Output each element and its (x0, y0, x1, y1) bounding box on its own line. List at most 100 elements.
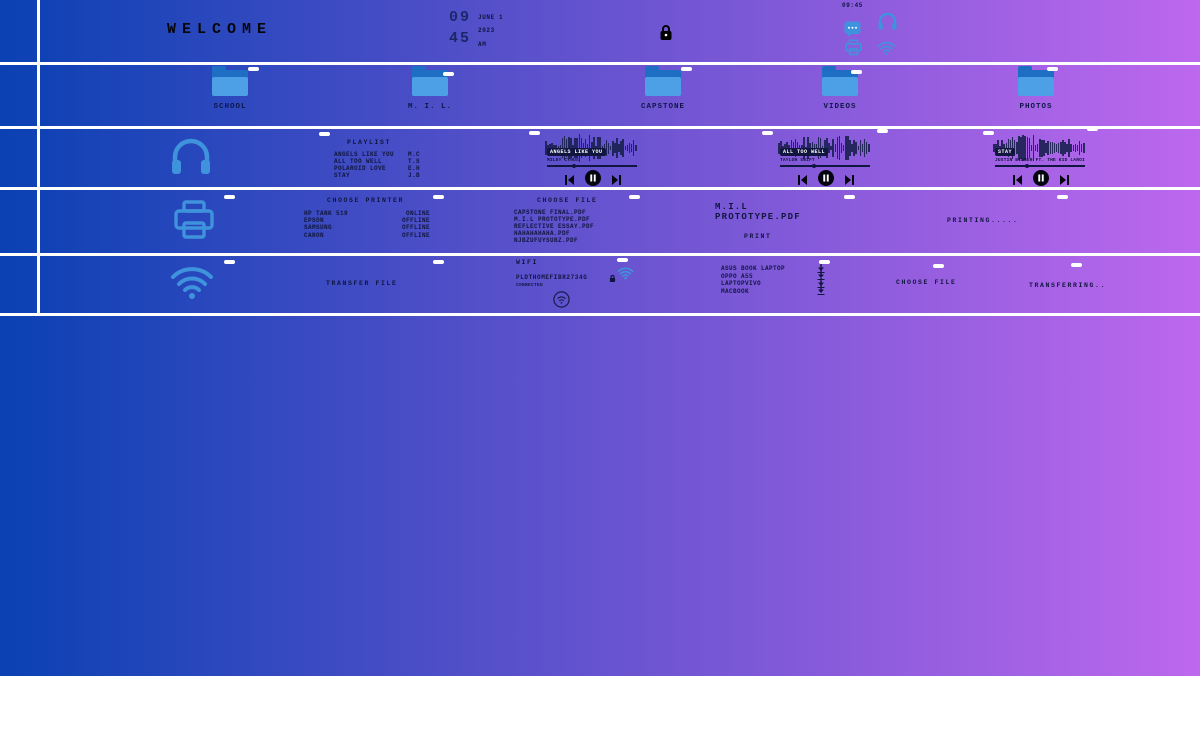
printer-tray-icon[interactable] (844, 39, 863, 61)
pill-marker (529, 131, 540, 135)
transfer-choose-file-button[interactable]: CHOOSE FILE (896, 279, 957, 286)
pause-icon[interactable] (818, 170, 834, 191)
pill-marker (877, 129, 888, 133)
song-artist: J.B (407, 172, 420, 179)
pill-marker (681, 67, 692, 71)
secured-lock-icon (609, 270, 616, 288)
welcome-text: WELCOME (167, 21, 273, 38)
next-track-icon[interactable] (845, 172, 854, 190)
folder-capstone[interactable]: CAPSTONE (618, 66, 708, 111)
pill-marker (851, 70, 862, 74)
now-playing-artist: JUSTIN BIEBER FT. THE KID LAROI (995, 158, 1085, 163)
pill-marker (1047, 67, 1058, 71)
playlist-item[interactable]: POLAROID LOVE E.H (334, 165, 420, 172)
previous-track-icon[interactable] (1013, 172, 1022, 190)
printer-list-item[interactable]: CANON OFFLINE (304, 232, 430, 239)
selected-file-line1: M.I.L (715, 202, 749, 212)
pill-marker (819, 260, 830, 264)
now-playing-artist: TAYLOR SWIFT (780, 158, 815, 163)
device-list-item[interactable]: OPPO A55 (721, 270, 825, 281)
printer-list-item[interactable]: SAMSUNG OFFLINE (304, 224, 430, 231)
song-artist: M.C (407, 151, 420, 158)
print-file-list: CAPSTONE FINAL.PDF M.I.L PROTOTYPE.PDF R… (514, 209, 595, 245)
pill-marker (224, 195, 235, 199)
clock-date-line1: JUNE 1 (478, 14, 504, 21)
choose-printer-title: CHOOSE PRINTER (327, 197, 405, 204)
pill-marker (933, 264, 944, 268)
pill-marker (629, 195, 640, 199)
folder-photos[interactable]: PHOTOS (991, 66, 1081, 111)
pause-icon[interactable] (1033, 170, 1049, 191)
clock-hour: 09 (449, 9, 472, 26)
folder-icon (212, 66, 248, 96)
now-playing-title: STAY (995, 148, 1016, 156)
progress-bar[interactable] (780, 163, 870, 168)
chat-icon[interactable] (844, 21, 861, 42)
file-list-item[interactable]: NJBZUFUYSUBZ.PDF (514, 236, 579, 244)
next-track-icon[interactable] (612, 172, 621, 190)
row-divider (0, 62, 1200, 65)
previous-track-icon[interactable] (798, 172, 807, 190)
folder-mil[interactable]: M. I. L. (385, 66, 475, 111)
headphones-tray-icon[interactable] (877, 12, 898, 36)
file-list-item[interactable]: REFLECTIVE ESSAY.PDF (514, 222, 595, 230)
previous-track-icon[interactable] (565, 172, 574, 190)
device-name: ASUS BOOK LAPTOP (721, 265, 786, 272)
folder-videos[interactable]: VIDEOS (795, 66, 885, 111)
file-list-item[interactable]: M.I.L PROTOTYPE.PDF (514, 215, 591, 223)
selected-file-line2: PROTOTYPE.PDF (715, 212, 801, 222)
music-player: STAY JUSTIN BIEBER FT. THE KID LAROI (993, 131, 1089, 187)
progress-handle[interactable] (572, 163, 576, 168)
progress-handle[interactable] (812, 163, 817, 168)
song-title: ANGELS LIKE YOU (334, 151, 395, 158)
pill-marker (443, 72, 454, 76)
device-list-item[interactable]: LAPTOPVIVO (721, 277, 825, 288)
pause-icon[interactable] (585, 170, 601, 191)
song-title: POLAROID LOVE (334, 165, 387, 172)
folder-label: SCHOOL (213, 103, 247, 111)
next-track-icon[interactable] (1060, 172, 1069, 190)
wifi-section-title: WIFI (516, 259, 539, 266)
lock-icon[interactable] (659, 23, 673, 47)
file-list-item[interactable]: CAPSTONE FINAL.PDF (514, 209, 587, 216)
device-name: OPPO A55 (721, 272, 754, 280)
pill-marker (1087, 127, 1098, 131)
row-divider (0, 126, 1200, 129)
printer-status: OFFLINE (401, 231, 430, 239)
printer-status: OFFLINE (401, 217, 430, 225)
device-list-item[interactable]: ASUS BOOK LAPTOP (721, 262, 825, 273)
print-button[interactable]: PRINT (744, 233, 772, 240)
pill-marker (762, 131, 773, 135)
playlist-item[interactable]: ANGELS LIKE YOU M.C (334, 151, 420, 158)
device-list-item[interactable]: MACBOOK (721, 285, 825, 298)
progress-bar[interactable] (547, 163, 637, 168)
printer-name: SAMSUNG (304, 224, 333, 232)
printer-icon (171, 199, 217, 246)
pill-marker (319, 132, 330, 136)
playlist-item[interactable]: ALL TOO WELL T.S (334, 158, 420, 165)
progress-bar[interactable] (995, 163, 1085, 168)
progress-handle[interactable] (1024, 163, 1029, 168)
device-name: MACBOOK (721, 287, 750, 295)
song-artist: E.H (407, 165, 420, 172)
wifi-tray-icon[interactable] (877, 40, 896, 61)
pill-marker (248, 67, 259, 71)
file-list-item[interactable]: HAHAHAHAHA.PDF (514, 229, 571, 237)
row-divider (0, 313, 1200, 316)
printer-list-item[interactable]: EPSON OFFLINE (304, 217, 430, 224)
folder-icon (412, 66, 448, 96)
song-artist: T.S (407, 158, 420, 165)
wifi-scan-icon[interactable] (553, 291, 570, 313)
folder-label: M. I. L. (407, 103, 452, 111)
printer-status: OFFLINE (401, 224, 430, 232)
download-icon[interactable] (817, 285, 825, 298)
folder-label: PHOTOS (1019, 103, 1053, 111)
music-player: ALL TOO WELL TAYLOR SWIFT (778, 131, 874, 187)
folder-icon (822, 66, 858, 96)
network-name: PLDTHOMEFIBR2734G (516, 274, 588, 281)
folder-school[interactable]: SCHOOL (185, 66, 275, 111)
playlist-item[interactable]: STAY J.B (334, 172, 420, 179)
printer-list-item[interactable]: HP TANK 519 ONLINE (304, 210, 430, 217)
printer-status: ONLINE (405, 210, 430, 217)
